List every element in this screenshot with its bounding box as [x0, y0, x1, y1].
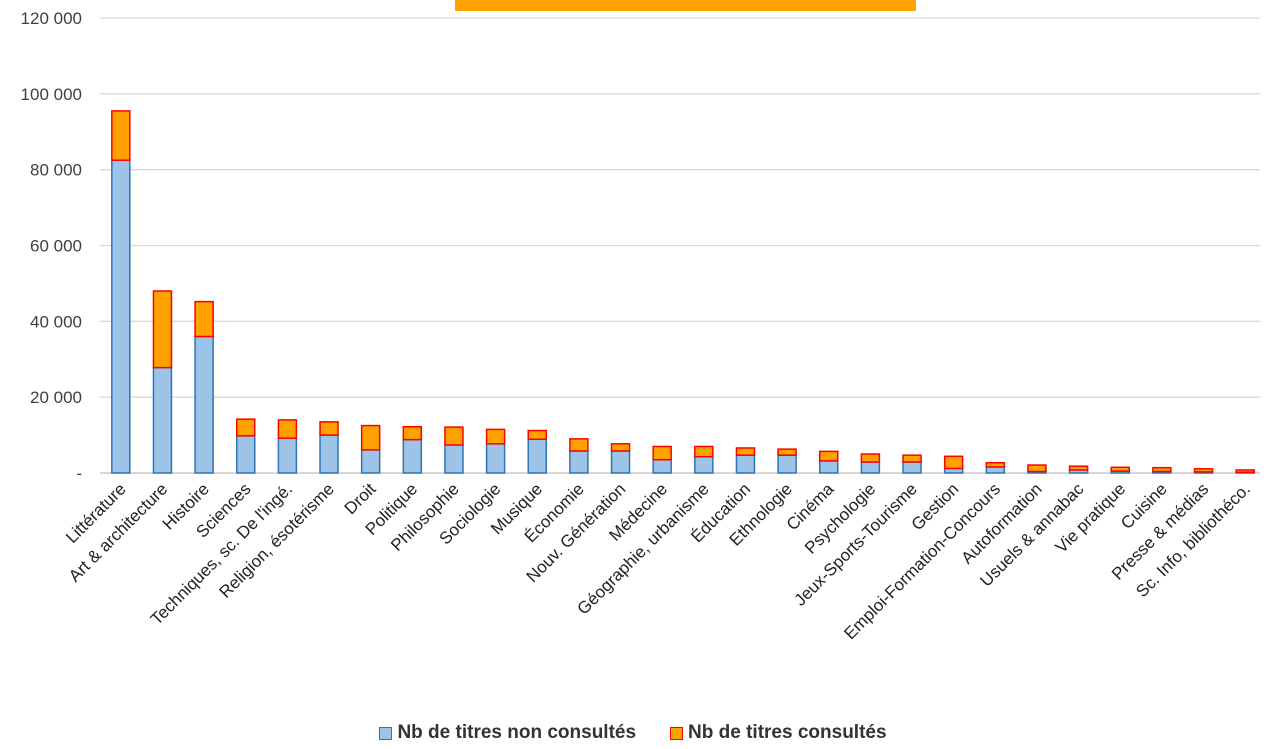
bar-consulted — [402, 425, 423, 441]
bar-non-consulted — [360, 449, 381, 474]
y-tick-label: 80 000 — [30, 161, 82, 180]
bar-consulted — [777, 448, 797, 456]
bar-non-consulted — [985, 466, 1006, 474]
y-tick-label: 100 000 — [21, 85, 82, 104]
bar-consulted — [569, 438, 589, 452]
bar-consulted — [694, 445, 714, 458]
legend: Nb de titres non consultés Nb de titres … — [0, 722, 1266, 744]
bar-consulted — [1193, 468, 1214, 473]
bar-non-consulted — [402, 438, 423, 474]
bar-consulted — [152, 290, 173, 369]
bar-non-consulted — [860, 461, 881, 474]
bar-consulted — [819, 450, 839, 462]
bar-non-consulted — [902, 461, 922, 474]
y-tick-label: 120 000 — [21, 9, 82, 28]
bars — [111, 110, 1255, 474]
y-tick-label: 40 000 — [30, 312, 82, 331]
bar-consulted — [985, 462, 1006, 468]
bar-non-consulted — [194, 335, 214, 474]
bar-non-consulted — [485, 443, 506, 474]
y-axis-tick-labels: 120 000 100 000 80 000 60 000 40 000 20 000 - — [21, 9, 82, 483]
bar-consulted — [610, 443, 631, 452]
bar-consulted — [652, 445, 672, 461]
bar-non-consulted — [777, 454, 797, 474]
bar-consulted — [1152, 466, 1172, 473]
bar-non-consulted — [236, 435, 256, 474]
bar-non-consulted — [444, 444, 464, 474]
bar-consulted — [860, 453, 881, 463]
bar-non-consulted — [277, 437, 298, 474]
y-tick-label: - — [76, 464, 82, 483]
bar-consulted — [444, 426, 464, 446]
bar-non-consulted — [152, 366, 173, 474]
bar-consulted — [111, 110, 131, 161]
bar-consulted — [319, 421, 339, 436]
bar-non-consulted — [819, 460, 839, 474]
bar-non-consulted — [527, 438, 547, 474]
bar-consulted — [1110, 466, 1130, 472]
bar-consulted — [360, 424, 381, 451]
bar-consulted — [277, 419, 298, 439]
y-tick-label: 60 000 — [30, 237, 82, 256]
bar-consulted — [485, 428, 506, 445]
bar-non-consulted — [610, 450, 631, 474]
gridlines — [100, 17, 1260, 474]
bar-consulted — [1027, 464, 1047, 473]
bar-consulted — [735, 447, 756, 456]
bar-consulted — [1068, 465, 1089, 471]
bar-consulted — [1235, 469, 1255, 473]
bar-non-consulted — [111, 159, 131, 474]
bar-non-consulted — [735, 454, 756, 474]
title-band — [455, 0, 916, 11]
legend-label-consulted: Nb de titres consultés — [688, 722, 887, 743]
legend-swatch-consulted — [670, 726, 684, 740]
bar-consulted — [943, 455, 964, 470]
bar-consulted — [236, 418, 256, 437]
bar-consulted — [194, 300, 214, 338]
bar-consulted — [902, 454, 922, 463]
bar-non-consulted — [569, 450, 589, 474]
legend-item-consulted: Nb de titres consultés — [670, 722, 887, 744]
bar-non-consulted — [652, 458, 672, 474]
bar-consulted — [527, 429, 547, 441]
bar-non-consulted — [319, 434, 339, 474]
legend-label-non-consulted: Nb de titres non consultés — [397, 722, 637, 743]
bar-non-consulted — [694, 455, 714, 474]
y-tick-label: 20 000 — [30, 388, 82, 407]
legend-item-non-consulted: Nb de titres non consultés — [379, 722, 636, 744]
legend-swatch-non-consulted — [379, 726, 393, 740]
